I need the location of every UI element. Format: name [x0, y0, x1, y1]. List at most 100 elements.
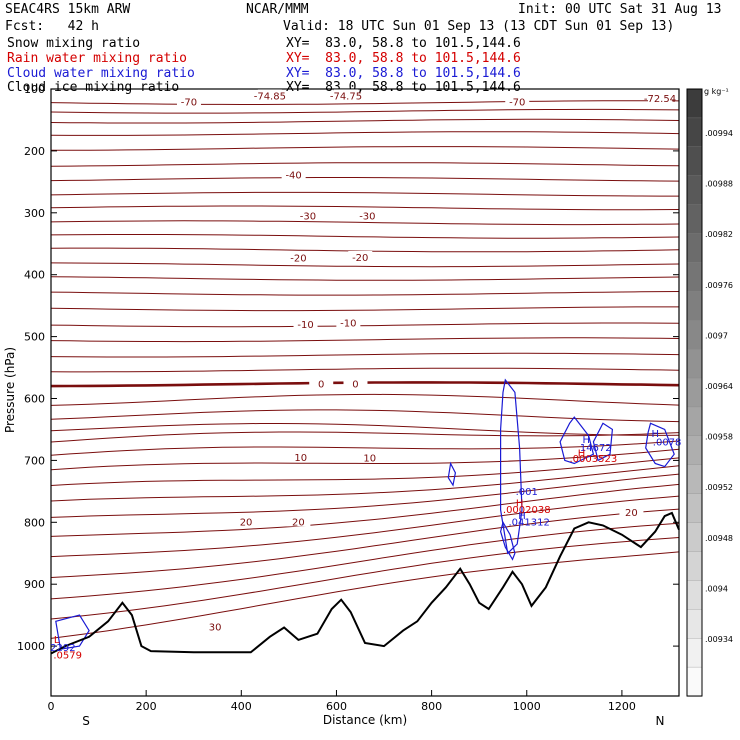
- isotherm-4: [50, 146, 680, 151]
- isotherm-label-bg-13: [343, 377, 368, 389]
- isotherm-lines: [50, 100, 680, 639]
- colorbar-label-6: .00958: [705, 433, 733, 442]
- field-cloudice-label: Cloud ice mixing ratio: [7, 80, 180, 95]
- isotherm-label-bg-11: [336, 316, 361, 328]
- colorbar-label-8: .00948: [705, 534, 733, 543]
- isotherm-30: [50, 483, 680, 537]
- isotherm-label-bg-15: [357, 451, 382, 463]
- isotherm-label-bg-16: [234, 515, 259, 527]
- isotherm-label-bg-8: [286, 251, 311, 263]
- isotherm-label-13: 0: [352, 379, 358, 390]
- extremum-label-10: .0078: [653, 437, 682, 448]
- y-tick-label-1: 200: [24, 145, 45, 158]
- isotherm-21: [50, 393, 680, 406]
- isotherm-label-bg-17: [286, 515, 311, 527]
- cloud-contour-1: [499, 520, 516, 561]
- colorbar-swatch-3: [686, 175, 703, 206]
- y-tick-label-5: 600: [24, 393, 45, 406]
- isotherm-31: [50, 495, 680, 558]
- x-tick-label-3: 600: [326, 700, 347, 713]
- y-axis-label: Pressure (hPa): [3, 347, 17, 433]
- isotherm-label-8: -20: [290, 254, 306, 265]
- cloud-contour-5: [447, 461, 457, 487]
- colorbar-unit: g kg⁻¹: [704, 87, 729, 96]
- y-tick-label-8: 900: [24, 578, 45, 591]
- isotherm-label-bg-9: [348, 250, 373, 262]
- isotherm-label-bg-5: [281, 168, 306, 180]
- isotherm-label-0: -74.85: [254, 91, 286, 102]
- isotherm-label-bg-3: [176, 95, 201, 107]
- x-axis-start-label: S: [82, 714, 90, 728]
- colorbar-swatch-2: [686, 146, 703, 177]
- y-tick-label-3: 400: [24, 269, 45, 282]
- x-tick-label-6: 1200: [608, 700, 636, 713]
- extremum-label-7: H: [578, 449, 586, 460]
- extremum-label-12: 2292: [50, 643, 75, 654]
- isotherm-label-9: -20: [352, 253, 368, 264]
- colorbar-swatch-20: [686, 666, 703, 697]
- plot-frame: [50, 88, 680, 697]
- colorbar-label-4: .0097: [705, 331, 728, 340]
- colorbar-swatch-15: [686, 522, 703, 553]
- x-axis: 0 200 400 600 800 1000 1200: [48, 690, 636, 713]
- colorbar-frame: [686, 88, 703, 697]
- isotherm-label-bg-4: [505, 95, 530, 107]
- isotherm-35: [50, 551, 680, 639]
- isotherm-1: [50, 108, 680, 114]
- isotherm-27: [50, 457, 680, 486]
- y-tick-label-9: 1000: [17, 640, 45, 653]
- isotherm-9: [50, 220, 680, 226]
- extremum-label-9: H: [651, 429, 659, 440]
- isotherm-label-16: 20: [240, 517, 253, 528]
- isotherm-label-2: -72.54: [644, 94, 676, 105]
- isotherm-label-15: 10: [363, 454, 376, 465]
- cloud-contour-2: [559, 416, 595, 465]
- isotherm-label-bg-7: [355, 209, 380, 221]
- x-tick-label-5: 1000: [513, 700, 541, 713]
- isotherm-label-1: -74.75: [330, 91, 362, 102]
- isotherm-label-10: -10: [297, 320, 313, 331]
- extremum-label-11: L: [54, 635, 60, 646]
- isotherm-label-bg-18: [619, 506, 644, 518]
- colorbar-swatch-16: [686, 551, 703, 582]
- model-title: SEAC4RS 15km ARW: [5, 2, 131, 17]
- isotherm-label-4: -70: [509, 98, 525, 109]
- extremum-label-3: H: [518, 511, 526, 522]
- y-tick-label-7: 800: [24, 516, 45, 529]
- isotherm-label-3: -70: [181, 98, 197, 109]
- x-tick-label-4: 800: [421, 700, 442, 713]
- isotherm-8: [50, 205, 680, 211]
- colorbar-swatch-8: [686, 320, 703, 350]
- init-time: Init: 00 UTC Sat 31 Aug 13: [518, 2, 722, 17]
- isotherm-label-11: -10: [340, 319, 356, 330]
- isotherm-15: [50, 306, 679, 312]
- x-tick-label-0: 0: [48, 700, 55, 713]
- terrain-line: [50, 511, 680, 655]
- isotherm-19: [50, 367, 680, 373]
- isotherm-7: [50, 191, 679, 197]
- isotherm-label-5: -40: [285, 171, 301, 182]
- colorbar-swatch-7: [686, 291, 703, 321]
- isotherm-label-12: 0: [318, 379, 324, 390]
- isotherm-label-bg-10: [293, 317, 318, 329]
- isotherm-label-7: -30: [359, 212, 375, 223]
- field-cloudwater-label: Cloud water mixing ratio: [7, 66, 195, 81]
- colorbar-swatch-1: [686, 117, 703, 148]
- colorbar-label-5: .00964: [705, 382, 733, 391]
- colorbar-label-3: .00976: [705, 281, 733, 290]
- isotherm-label-18: 20: [625, 508, 638, 519]
- isotherm-label-17: 20: [292, 517, 305, 528]
- colorbar-swatch-4: [686, 204, 703, 235]
- colorbar-label-0: .00994: [705, 129, 733, 138]
- colorbar-swatch-5: [686, 233, 703, 264]
- isotherm-13: [50, 276, 680, 281]
- field-snow-xy: XY= 83.0, 58.8 to 101.5,144.6: [286, 36, 521, 51]
- colorbar-swatch-17: [686, 580, 703, 610]
- isotherm-14: [50, 291, 680, 296]
- isotherm-label-bg-14: [288, 450, 313, 462]
- isotherm-label-bg-12: [309, 377, 334, 389]
- isotherm-32: [50, 508, 680, 578]
- colorbar-swatch-14: [686, 493, 703, 524]
- isotherm-12: [50, 262, 680, 268]
- isotherm-6: [50, 177, 680, 182]
